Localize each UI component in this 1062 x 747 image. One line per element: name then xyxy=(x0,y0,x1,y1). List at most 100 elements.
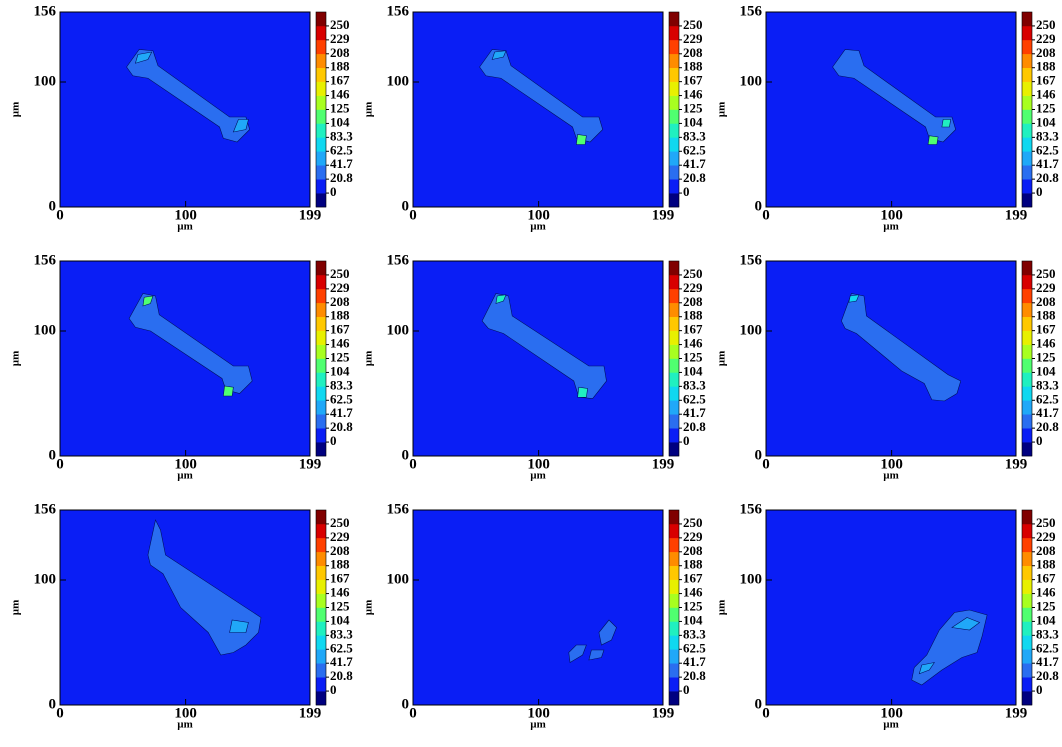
colorbar-band xyxy=(1022,25,1032,41)
colorbar-label: 41.7 xyxy=(1036,405,1059,420)
x-axis-label: µm xyxy=(883,221,899,233)
colorbar-band xyxy=(1022,635,1032,650)
colorbar-label: 229 xyxy=(1036,31,1056,46)
colorbar-label: 20.8 xyxy=(683,668,706,683)
y-tick-label: 100 xyxy=(740,73,763,89)
colorbar-band xyxy=(669,53,679,69)
colorbar-band xyxy=(1022,551,1032,567)
y-axis-label: µm xyxy=(10,102,22,118)
y-tick-label: 100 xyxy=(387,73,410,89)
y-tick-label: 156 xyxy=(740,3,763,19)
colorbar-label: 229 xyxy=(683,280,703,295)
colorbar-band xyxy=(669,523,679,539)
contour-panel: 0 100 1990100156µmµm020.841.762.583.310412… xyxy=(10,501,354,730)
y-axis-label: µm xyxy=(363,600,375,616)
colorbar-label: 146 xyxy=(330,87,350,102)
x-axis-label: µm xyxy=(177,719,193,731)
colorbar-band xyxy=(669,179,679,194)
colorbar-label: 104 xyxy=(330,114,350,129)
colorbar-label: 167 xyxy=(1036,571,1056,586)
colorbar-label: 146 xyxy=(683,336,703,351)
colorbar-label: 83.3 xyxy=(683,377,706,392)
colorbar-label: 167 xyxy=(683,73,703,88)
colorbar-label: 146 xyxy=(683,87,703,102)
colorbar-label: 83.3 xyxy=(683,626,706,641)
y-tick-label: 0 xyxy=(402,447,410,463)
colorbar-band xyxy=(1022,12,1032,27)
y-tick-label: 156 xyxy=(387,3,410,19)
contour-region xyxy=(841,293,962,402)
contour-region xyxy=(126,49,251,143)
colorbar-band xyxy=(669,165,679,180)
colorbar-band xyxy=(669,400,679,415)
x-axis-label: µm xyxy=(530,719,546,731)
field-background xyxy=(60,261,310,456)
colorbar-label: 125 xyxy=(683,349,703,364)
colorbar-band xyxy=(316,593,326,608)
colorbar-band xyxy=(316,579,326,594)
contour-region xyxy=(229,619,249,633)
colorbar-band xyxy=(1022,663,1032,678)
contour-region xyxy=(832,49,957,143)
y-tick-label: 100 xyxy=(387,571,410,587)
contour-panel: 0 100 1990100156µmµm020.841.762.583.310412… xyxy=(10,252,354,481)
contour-panel: 0 100 1990100156µmµm020.841.762.583.310412… xyxy=(716,501,1060,730)
colorbar-band xyxy=(316,151,326,166)
colorbar-band xyxy=(669,81,679,96)
colorbar-band xyxy=(316,123,326,138)
colorbar-band xyxy=(316,302,326,318)
colorbar-band xyxy=(1022,593,1032,608)
colorbar-label: 20.8 xyxy=(330,170,353,185)
x-tick-label: 199 xyxy=(1005,456,1028,472)
x-tick-label: 0 xyxy=(56,705,64,721)
colorbar-label: 208 xyxy=(683,45,703,60)
colorbar-band xyxy=(669,123,679,138)
colorbar-band xyxy=(316,288,326,304)
colorbar-band xyxy=(669,12,679,27)
colorbar-label: 20.8 xyxy=(683,419,706,434)
colorbar-label: 0 xyxy=(330,433,337,448)
colorbar-label: 0 xyxy=(1036,184,1043,199)
contour-region xyxy=(134,51,153,64)
colorbar-band xyxy=(669,288,679,304)
colorbar-band xyxy=(1022,302,1032,318)
colorbar-label: 104 xyxy=(1036,612,1056,627)
colorbar-label: 229 xyxy=(683,529,703,544)
plot-frame xyxy=(59,11,311,208)
colorbar-band xyxy=(316,344,326,359)
colorbar-band xyxy=(669,691,679,706)
x-tick-label: 0 xyxy=(409,456,417,472)
colorbar-label: 0 xyxy=(683,433,690,448)
colorbar-label: 188 xyxy=(1036,59,1056,74)
colorbar-band xyxy=(669,442,679,457)
colorbar-band xyxy=(316,261,326,276)
colorbar-label: 167 xyxy=(683,322,703,337)
colorbar-label: 188 xyxy=(330,557,350,572)
colorbar-band xyxy=(669,193,679,208)
x-tick-label: 199 xyxy=(299,456,322,472)
x-tick-label: 199 xyxy=(299,207,322,223)
plot-frame xyxy=(59,260,311,457)
colorbar-label: 0 xyxy=(683,184,690,199)
colorbar-band xyxy=(316,428,326,443)
colorbar-label: 62.5 xyxy=(1036,640,1059,655)
colorbar-label: 229 xyxy=(1036,529,1056,544)
x-tick-label: 0 xyxy=(409,705,417,721)
colorbar-band xyxy=(316,635,326,650)
x-tick-label: 199 xyxy=(299,705,322,721)
colorbar-band xyxy=(1022,193,1032,208)
colorbar-band xyxy=(669,649,679,664)
contour-region xyxy=(575,134,587,145)
contour-panel: 0 100 1990100156µmµm020.841.762.583.310412… xyxy=(716,3,1060,232)
colorbar-label: 167 xyxy=(683,571,703,586)
contour-region xyxy=(491,50,507,60)
colorbar-band xyxy=(1022,523,1032,539)
y-tick-label: 0 xyxy=(49,198,57,214)
y-tick-label: 0 xyxy=(49,447,57,463)
colorbar-band xyxy=(316,400,326,415)
x-tick-label: 0 xyxy=(56,456,64,472)
contour-region xyxy=(918,662,935,675)
colorbar-label: 208 xyxy=(1036,294,1056,309)
colorbar-label: 62.5 xyxy=(1036,142,1059,157)
colorbar-label: 62.5 xyxy=(683,391,706,406)
